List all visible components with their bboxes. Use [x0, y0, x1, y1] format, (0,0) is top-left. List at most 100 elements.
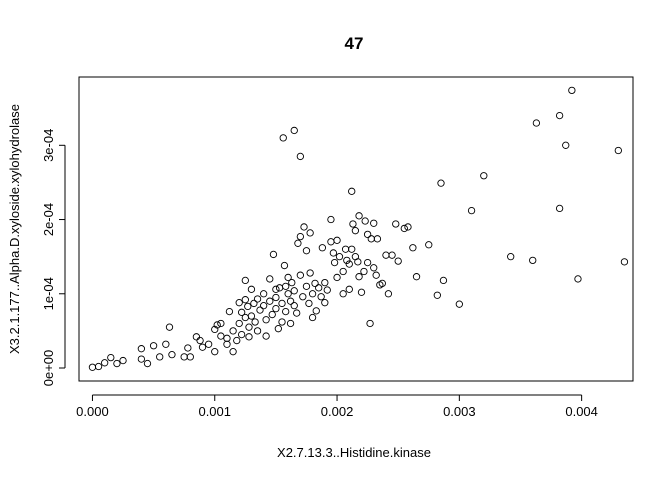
- data-point: [382, 251, 390, 259]
- data-point: [290, 287, 298, 295]
- data-point: [348, 187, 356, 195]
- data-point: [345, 260, 353, 268]
- data-point: [555, 111, 564, 120]
- chart-title: 47: [345, 34, 364, 53]
- data-point: [244, 302, 252, 311]
- data-point: [294, 239, 302, 247]
- data-point: [308, 313, 317, 322]
- data-point: [235, 299, 243, 307]
- data-point: [357, 288, 366, 296]
- data-point: [317, 293, 325, 301]
- data-point: [529, 256, 537, 265]
- data-point: [288, 278, 296, 287]
- data-point: [361, 217, 369, 225]
- data-point: [425, 241, 433, 249]
- x-tick-label: 0.004: [565, 404, 598, 419]
- y-tick-label: 3e-04: [41, 129, 56, 162]
- data-point: [238, 330, 246, 339]
- data-point: [269, 250, 278, 259]
- data-point: [211, 325, 219, 334]
- data-point: [262, 332, 270, 340]
- data-point: [439, 276, 448, 285]
- data-point: [302, 282, 311, 290]
- data-point: [532, 119, 541, 127]
- data-point: [433, 291, 441, 299]
- data-point: [354, 258, 362, 266]
- x-axis: 0.000 0.001 0.002 0.003 0.004: [76, 394, 598, 419]
- data-point: [400, 224, 408, 233]
- data-point: [94, 362, 103, 371]
- data-point: [245, 333, 253, 341]
- data-point: [286, 319, 295, 328]
- data-point: [156, 353, 164, 361]
- data-point: [241, 276, 249, 285]
- data-point: [562, 141, 570, 149]
- x-tick-label: 0.000: [76, 404, 109, 419]
- data-point: [306, 269, 314, 277]
- data-point: [282, 282, 290, 290]
- data-point: [312, 307, 320, 315]
- data-point: [363, 230, 372, 239]
- data-point: [370, 219, 378, 227]
- data-point: [321, 278, 329, 287]
- data-point: [241, 313, 249, 322]
- data-point: [113, 359, 121, 368]
- data-point: [282, 307, 290, 316]
- data-point: [333, 236, 341, 244]
- data-point: [455, 300, 463, 308]
- data-point: [143, 359, 152, 368]
- data-point: [223, 334, 231, 342]
- data-point: [272, 293, 280, 302]
- data-point: [315, 284, 323, 292]
- data-point: [286, 297, 295, 305]
- data-point: [279, 134, 287, 142]
- data-point: [323, 286, 331, 294]
- data-point: [162, 340, 170, 348]
- data-point: [345, 285, 353, 293]
- data-point: [213, 321, 221, 329]
- data-point: [333, 273, 341, 282]
- data-point: [373, 235, 382, 243]
- data-point: [614, 146, 622, 155]
- data-point: [437, 179, 445, 187]
- data-point: [119, 356, 127, 365]
- data-point: [349, 220, 357, 228]
- data-point: [192, 333, 201, 341]
- data-point: [372, 271, 380, 279]
- data-point: [137, 345, 146, 353]
- data-point: [366, 319, 374, 328]
- y-tick-label: 2e-04: [41, 203, 56, 236]
- data-point: [278, 299, 286, 308]
- data-point: [351, 227, 360, 235]
- data-point: [293, 309, 301, 317]
- data-point: [329, 249, 338, 257]
- data-point: [327, 238, 335, 246]
- data-point: [318, 244, 327, 252]
- x-tick-label: 0.001: [198, 404, 231, 419]
- data-point: [394, 257, 402, 265]
- data-point: [284, 273, 292, 282]
- points-layer: [88, 86, 629, 371]
- data-point: [507, 253, 515, 261]
- data-point: [235, 319, 243, 328]
- data-point: [360, 267, 368, 276]
- data-point: [296, 271, 305, 279]
- data-point: [266, 297, 274, 305]
- data-point: [302, 247, 311, 255]
- plot-box: [78, 76, 634, 382]
- data-point: [480, 172, 488, 180]
- data-point: [280, 261, 289, 270]
- data-point: [367, 235, 375, 243]
- data-point: [253, 327, 262, 335]
- data-point: [335, 253, 344, 261]
- data-point: [284, 290, 292, 298]
- data-point: [250, 299, 258, 308]
- data-point: [272, 304, 280, 313]
- data-point: [107, 353, 115, 362]
- data-point: [296, 152, 305, 161]
- x-tick-label: 0.002: [321, 404, 354, 419]
- data-point: [223, 340, 231, 348]
- data-point: [574, 275, 582, 283]
- data-point: [339, 267, 347, 276]
- data-point: [568, 86, 576, 95]
